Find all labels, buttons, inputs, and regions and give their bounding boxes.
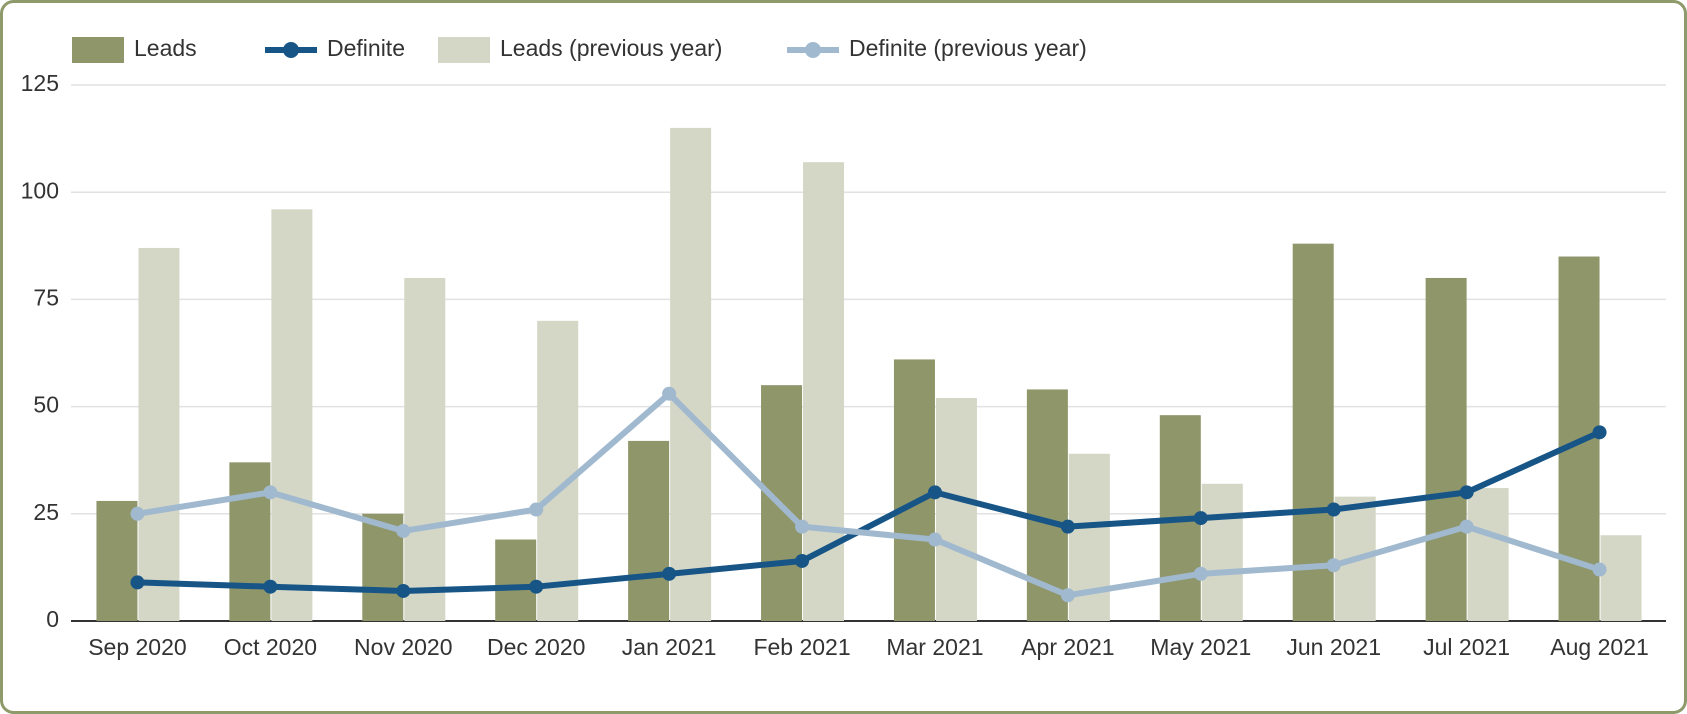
point	[927, 532, 942, 547]
legend-swatch	[805, 42, 821, 58]
point	[396, 523, 411, 538]
point	[795, 519, 810, 534]
x-tick-label: May 2021	[1150, 634, 1251, 660]
point	[1459, 485, 1474, 500]
bar	[1292, 243, 1334, 621]
legend-swatch	[283, 42, 299, 58]
bar	[1425, 277, 1467, 621]
x-tick-label: Sep 2020	[88, 634, 186, 660]
bar	[1467, 488, 1509, 621]
y-tick-label: 25	[33, 499, 59, 525]
point	[263, 485, 278, 500]
legend-label: Definite	[327, 35, 405, 61]
point	[1326, 502, 1341, 517]
point	[1459, 519, 1474, 534]
x-tick-label: Jul 2021	[1423, 634, 1510, 660]
x-tick-label: Feb 2021	[753, 634, 850, 660]
point	[1592, 562, 1607, 577]
legend-label: Definite (previous year)	[849, 35, 1087, 61]
legend-swatch	[438, 37, 490, 63]
bar	[271, 209, 313, 622]
point	[795, 553, 810, 568]
bar	[670, 127, 712, 621]
bar	[628, 440, 670, 621]
point	[662, 386, 677, 401]
point	[1592, 425, 1607, 440]
x-tick-label: Apr 2021	[1021, 634, 1114, 660]
point	[1060, 588, 1075, 603]
bar	[404, 277, 446, 621]
point	[927, 485, 942, 500]
point	[529, 502, 544, 517]
bar	[893, 359, 935, 621]
bar	[1201, 483, 1243, 621]
x-tick-label: Mar 2021	[886, 634, 983, 660]
y-tick-label: 0	[46, 606, 59, 632]
point	[130, 575, 145, 590]
point	[1193, 566, 1208, 581]
legend-swatch	[72, 37, 124, 63]
point	[263, 579, 278, 594]
x-tick-label: Aug 2021	[1550, 634, 1648, 660]
x-tick-label: Oct 2020	[224, 634, 317, 660]
bar	[1600, 535, 1642, 621]
x-tick-label: Jun 2021	[1286, 634, 1381, 660]
point	[1326, 558, 1341, 573]
x-tick-label: Dec 2020	[487, 634, 585, 660]
bar	[138, 247, 180, 621]
point	[396, 583, 411, 598]
bar	[495, 539, 537, 621]
line	[136, 390, 1601, 599]
point	[130, 506, 145, 521]
bar	[229, 462, 271, 621]
y-tick-label: 75	[33, 284, 59, 310]
legend-label: Leads (previous year)	[500, 35, 722, 61]
legend-label: Leads	[134, 35, 197, 61]
point	[1060, 519, 1075, 534]
x-tick-label: Jan 2021	[622, 634, 717, 660]
bar	[96, 500, 138, 621]
y-tick-label: 100	[21, 177, 59, 203]
x-tick-label: Nov 2020	[354, 634, 452, 660]
point	[1193, 511, 1208, 526]
y-tick-label: 50	[33, 392, 59, 418]
line	[137, 429, 1601, 594]
y-tick-label: 125	[21, 70, 59, 96]
point	[662, 566, 677, 581]
bar	[935, 398, 977, 621]
bar	[537, 320, 579, 621]
point	[529, 579, 544, 594]
